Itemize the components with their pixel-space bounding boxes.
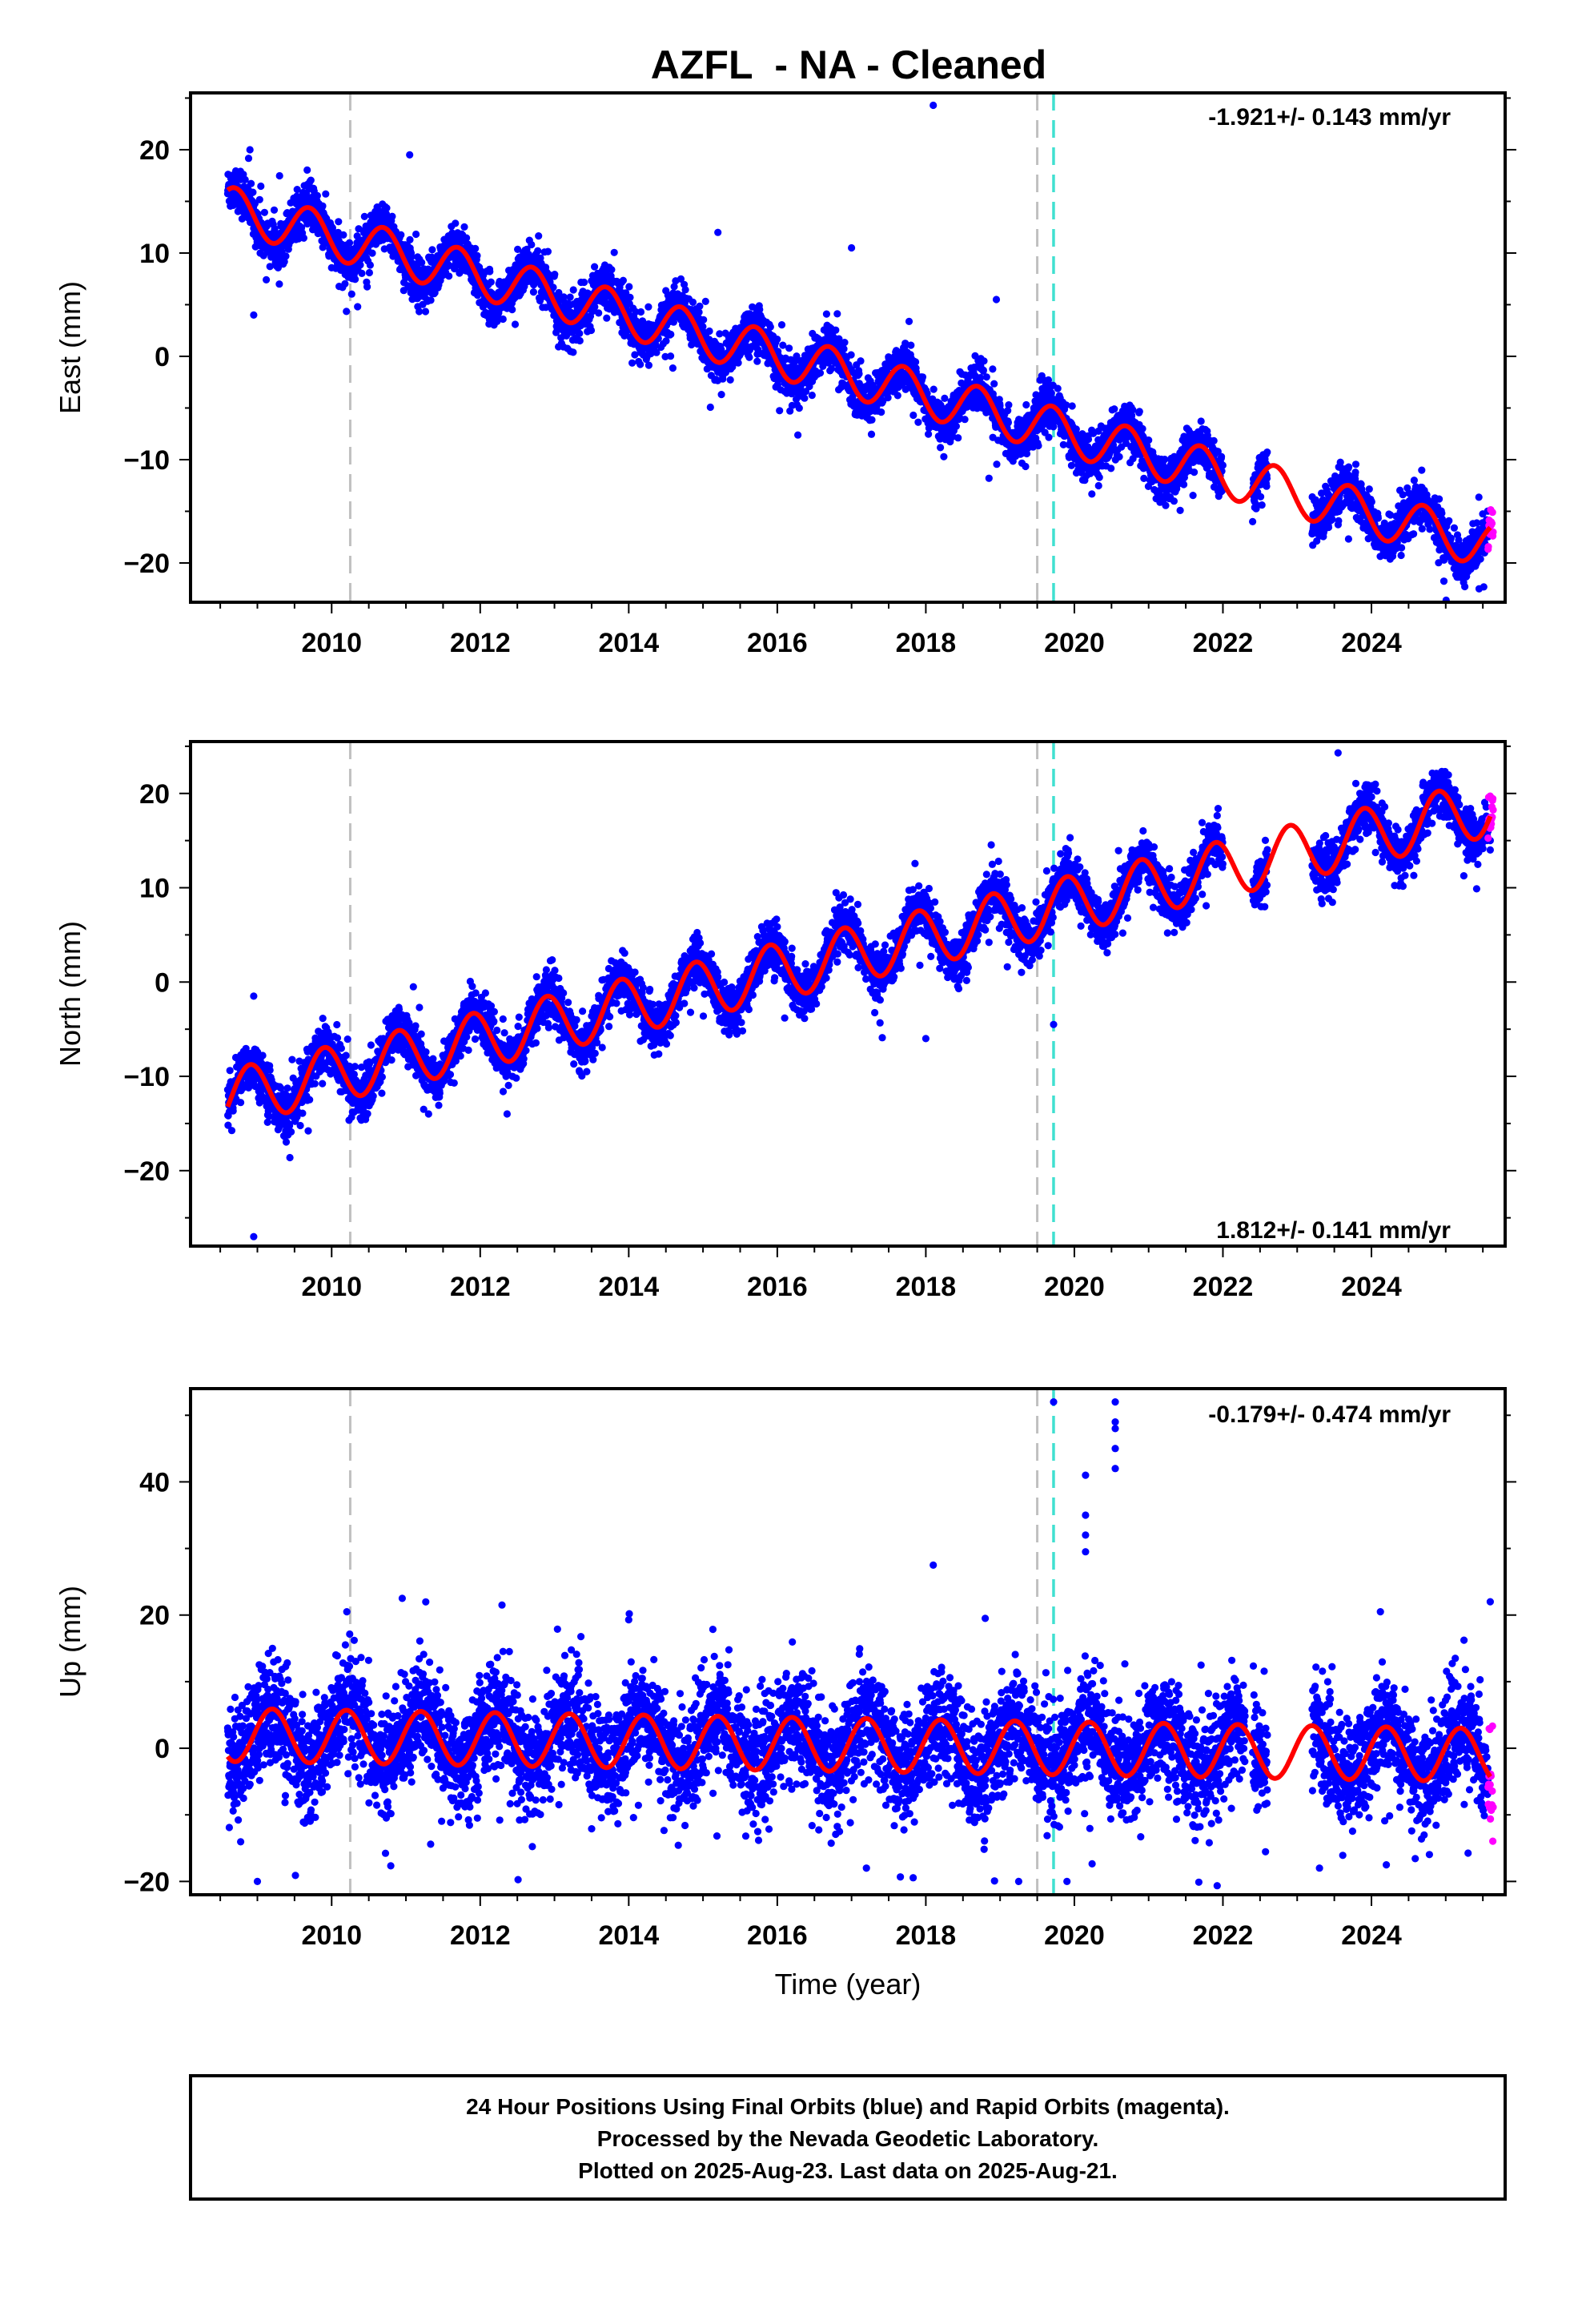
north-y-tick-label: 0 [155, 967, 170, 998]
up-x-tick-label: 2022 [1193, 1920, 1254, 1951]
north-y-tick-label: 20 [139, 779, 170, 810]
east-y-tick-label: −10 [123, 445, 170, 476]
panel-east: East (mm) -1.921+/- 0.143 mm/yr 2010 2012… [54, 93, 1516, 658]
east-plot-layer [224, 93, 1497, 604]
east-y-tick-label: 10 [139, 239, 170, 269]
caption-line-1: 24 Hour Positions Using Final Orbits (bl… [466, 2094, 1230, 2119]
caption-line-2: Processed by the Nevada Geodetic Laborat… [597, 2126, 1099, 2151]
up-x-tick-label: 2016 [747, 1920, 808, 1951]
up-x-tick-label: 2012 [450, 1920, 511, 1951]
east-x-tick-label: 2016 [747, 628, 808, 658]
east-rate-label: -1.921+/- 0.143 mm/yr [1208, 104, 1451, 131]
north-rate-label: 1.812+/- 0.141 mm/yr [1216, 1217, 1451, 1244]
x-axis-label: Time (year) [775, 1968, 921, 2000]
north-y-tick-label: −10 [123, 1062, 170, 1092]
east-x-tick-label: 2014 [599, 628, 660, 658]
north-x-tick-label: 2014 [599, 1272, 660, 1302]
up-x-tick-label: 2014 [599, 1920, 660, 1951]
north-y-tick-label: −20 [123, 1156, 170, 1187]
east-ylabel: East (mm) [54, 281, 86, 414]
east-x-tick-label: 2018 [896, 628, 957, 658]
north-x-tick-label: 2020 [1044, 1272, 1105, 1302]
panel-up: Up (mm) -0.179+/- 0.474 mm/yr 2010 2012 20… [54, 1389, 1516, 1951]
east-final-orbit-points [224, 102, 1492, 604]
north-ylabel: North (mm) [54, 921, 86, 1067]
figure-title: AZFL - NA - Cleaned [651, 42, 1046, 87]
north-x-tick-label: 2012 [450, 1272, 511, 1302]
east-plot-frame [191, 93, 1505, 602]
up-y-tick-label: 0 [155, 1734, 170, 1764]
up-ylabel: Up (mm) [54, 1586, 86, 1698]
east-y-tick-label: 0 [155, 342, 170, 372]
east-x-tick-label: 2020 [1044, 628, 1105, 658]
north-final-orbit-points [224, 750, 1494, 1240]
caption-line-3: Plotted on 2025-Aug-23. Last data on 202… [578, 2158, 1118, 2183]
east-x-tick-label: 2022 [1193, 628, 1254, 658]
up-final-orbit-points [224, 1398, 1494, 1903]
east-y-tick-label: 20 [139, 135, 170, 166]
east-x-tick-label: 2010 [301, 628, 362, 658]
north-x-tick-label: 2022 [1193, 1272, 1254, 1302]
east-x-tick-label: 2012 [450, 628, 511, 658]
up-plot-layer [224, 1389, 1497, 1903]
caption-box: 24 Hour Positions Using Final Orbits (bl… [191, 2076, 1505, 2199]
north-x-tick-label: 2024 [1341, 1272, 1402, 1302]
east-y-tick-label: −20 [123, 549, 170, 579]
north-plot-frame [191, 742, 1505, 1246]
east-x-tick-label: 2024 [1341, 628, 1402, 658]
up-x-tick-label: 2018 [896, 1920, 957, 1951]
north-x-tick-label: 2018 [896, 1272, 957, 1302]
up-y-tick-label: −20 [123, 1867, 170, 1897]
up-rate-label: -0.179+/- 0.474 mm/yr [1208, 1401, 1451, 1428]
up-rapid-orbit-points [1484, 1723, 1497, 1845]
north-x-tick-label: 2016 [747, 1272, 808, 1302]
up-x-tick-label: 2020 [1044, 1920, 1105, 1951]
north-plot-layer [224, 742, 1497, 1246]
panel-north: North (mm) 1.812+/- 0.141 mm/yr 2010 2012… [54, 742, 1516, 1302]
up-y-tick-label: 40 [139, 1467, 170, 1498]
up-y-tick-label: 20 [139, 1601, 170, 1631]
north-x-tick-label: 2010 [301, 1272, 362, 1302]
north-y-tick-label: 10 [139, 874, 170, 904]
up-x-tick-label: 2010 [301, 1920, 362, 1951]
up-x-tick-label: 2024 [1341, 1920, 1402, 1951]
